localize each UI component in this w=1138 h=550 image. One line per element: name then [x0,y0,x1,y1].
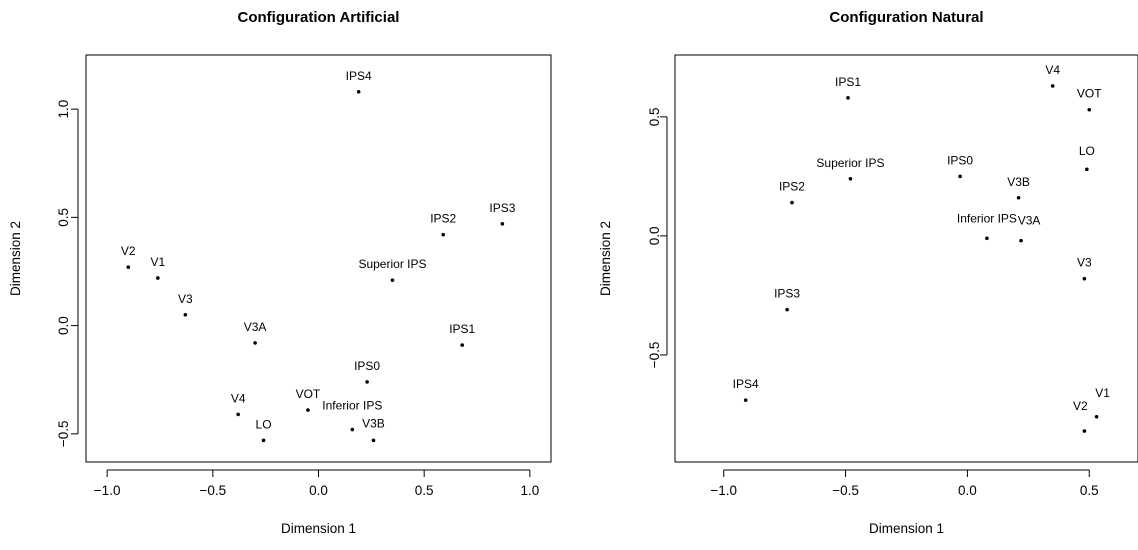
data-point [846,96,850,100]
data-point [306,408,310,412]
point-label: V3B [1007,175,1030,189]
x-tick-label: 0.5 [1080,483,1099,498]
x-tick-label: −0.5 [832,483,859,498]
point-label: IPS2 [779,180,805,194]
point-label: IPS3 [774,287,800,301]
y-axis-label: Dimension 2 [598,221,613,296]
point-label: V3A [1018,214,1041,228]
y-tick-label: 1.0 [56,100,71,119]
data-point [1082,276,1087,281]
data-point [261,438,266,443]
point-label: V3A [244,320,267,334]
data-point [156,276,160,280]
point-label: V1 [1095,386,1110,400]
point-label: IPS1 [449,322,475,336]
data-point [1087,107,1092,112]
data-point [785,307,789,312]
point-label: IPS1 [835,75,861,89]
point-label: IPS4 [346,69,372,83]
plot-frame [85,54,552,463]
data-point [390,278,395,282]
point-label: IPS3 [489,201,515,215]
point-label: VOT [296,387,321,401]
point-label: Inferior IPS [322,399,382,413]
point-label: V2 [121,244,136,258]
panel-artificial: Configuration Artificial −1.0 −0.5 0.0 0.5 1.… [8,9,552,536]
data-point [183,312,188,317]
data-point [365,380,369,384]
data-point [1082,429,1087,433]
x-tick-label: −1.0 [94,483,121,498]
point-label: V4 [1045,63,1060,77]
plot-frame [674,54,1138,463]
data-point [441,232,446,237]
point-label: Superior IPS [816,156,884,170]
data-point [1019,238,1023,243]
data-point [500,222,505,226]
point-label: IPS0 [354,359,380,373]
x-tick-label: 0.5 [415,483,434,498]
x-axis-label: Dimension 1 [281,521,356,536]
chart-title: Configuration Natural [829,9,983,26]
point-label: LO [1079,144,1095,158]
panel-natural: Configuration Natural −1.0 −0.5 0.0 0.5 Dimen… [598,9,1138,536]
y-tick-label: −0.5 [647,342,662,369]
data-point [253,341,257,345]
data-point [356,90,361,94]
x-tick-label: −0.5 [199,483,226,498]
point-label: V3 [1077,256,1092,270]
chart-title: Configuration Artificial [238,9,400,26]
point-label: IPS4 [733,377,759,391]
y-axis-label: Dimension 2 [8,221,23,296]
point-label: IPS2 [430,212,456,226]
point-label: IPS0 [947,153,973,167]
data-point [371,438,376,443]
data-point [460,343,465,347]
y-tick-label: 0.5 [56,208,71,227]
y-tick-label: 0.0 [647,226,662,245]
data-point [848,176,853,181]
x-tick-label: 0.0 [958,483,977,498]
point-label: Superior IPS [358,257,426,271]
x-axis-label: Dimension 1 [869,521,944,536]
y-tick-label: 0.0 [56,316,71,335]
data-point [1094,414,1099,419]
point-label: VOT [1077,87,1102,101]
data-point [985,236,989,241]
data-point [236,412,240,417]
data-point [743,398,748,402]
point-label: LO [256,417,272,431]
data-point [1085,167,1089,172]
x-tick-label: −1.0 [710,483,737,498]
data-point [1050,84,1055,88]
data-point [350,427,355,432]
data-point [1016,196,1021,200]
data-point [958,174,962,179]
y-tick-label: −0.5 [56,421,71,448]
point-label: V3B [362,416,385,430]
x-tick-label: 0.0 [309,483,328,498]
point-label: V4 [231,391,246,405]
point-label: V3 [178,292,193,306]
point-label: V1 [151,255,166,269]
point-label: Inferior IPS [957,211,1017,225]
data-point [790,200,794,205]
data-point [126,265,131,269]
point-label: V2 [1073,399,1088,413]
y-tick-label: 0.5 [647,107,662,126]
x-tick-label: 1.0 [520,483,539,498]
